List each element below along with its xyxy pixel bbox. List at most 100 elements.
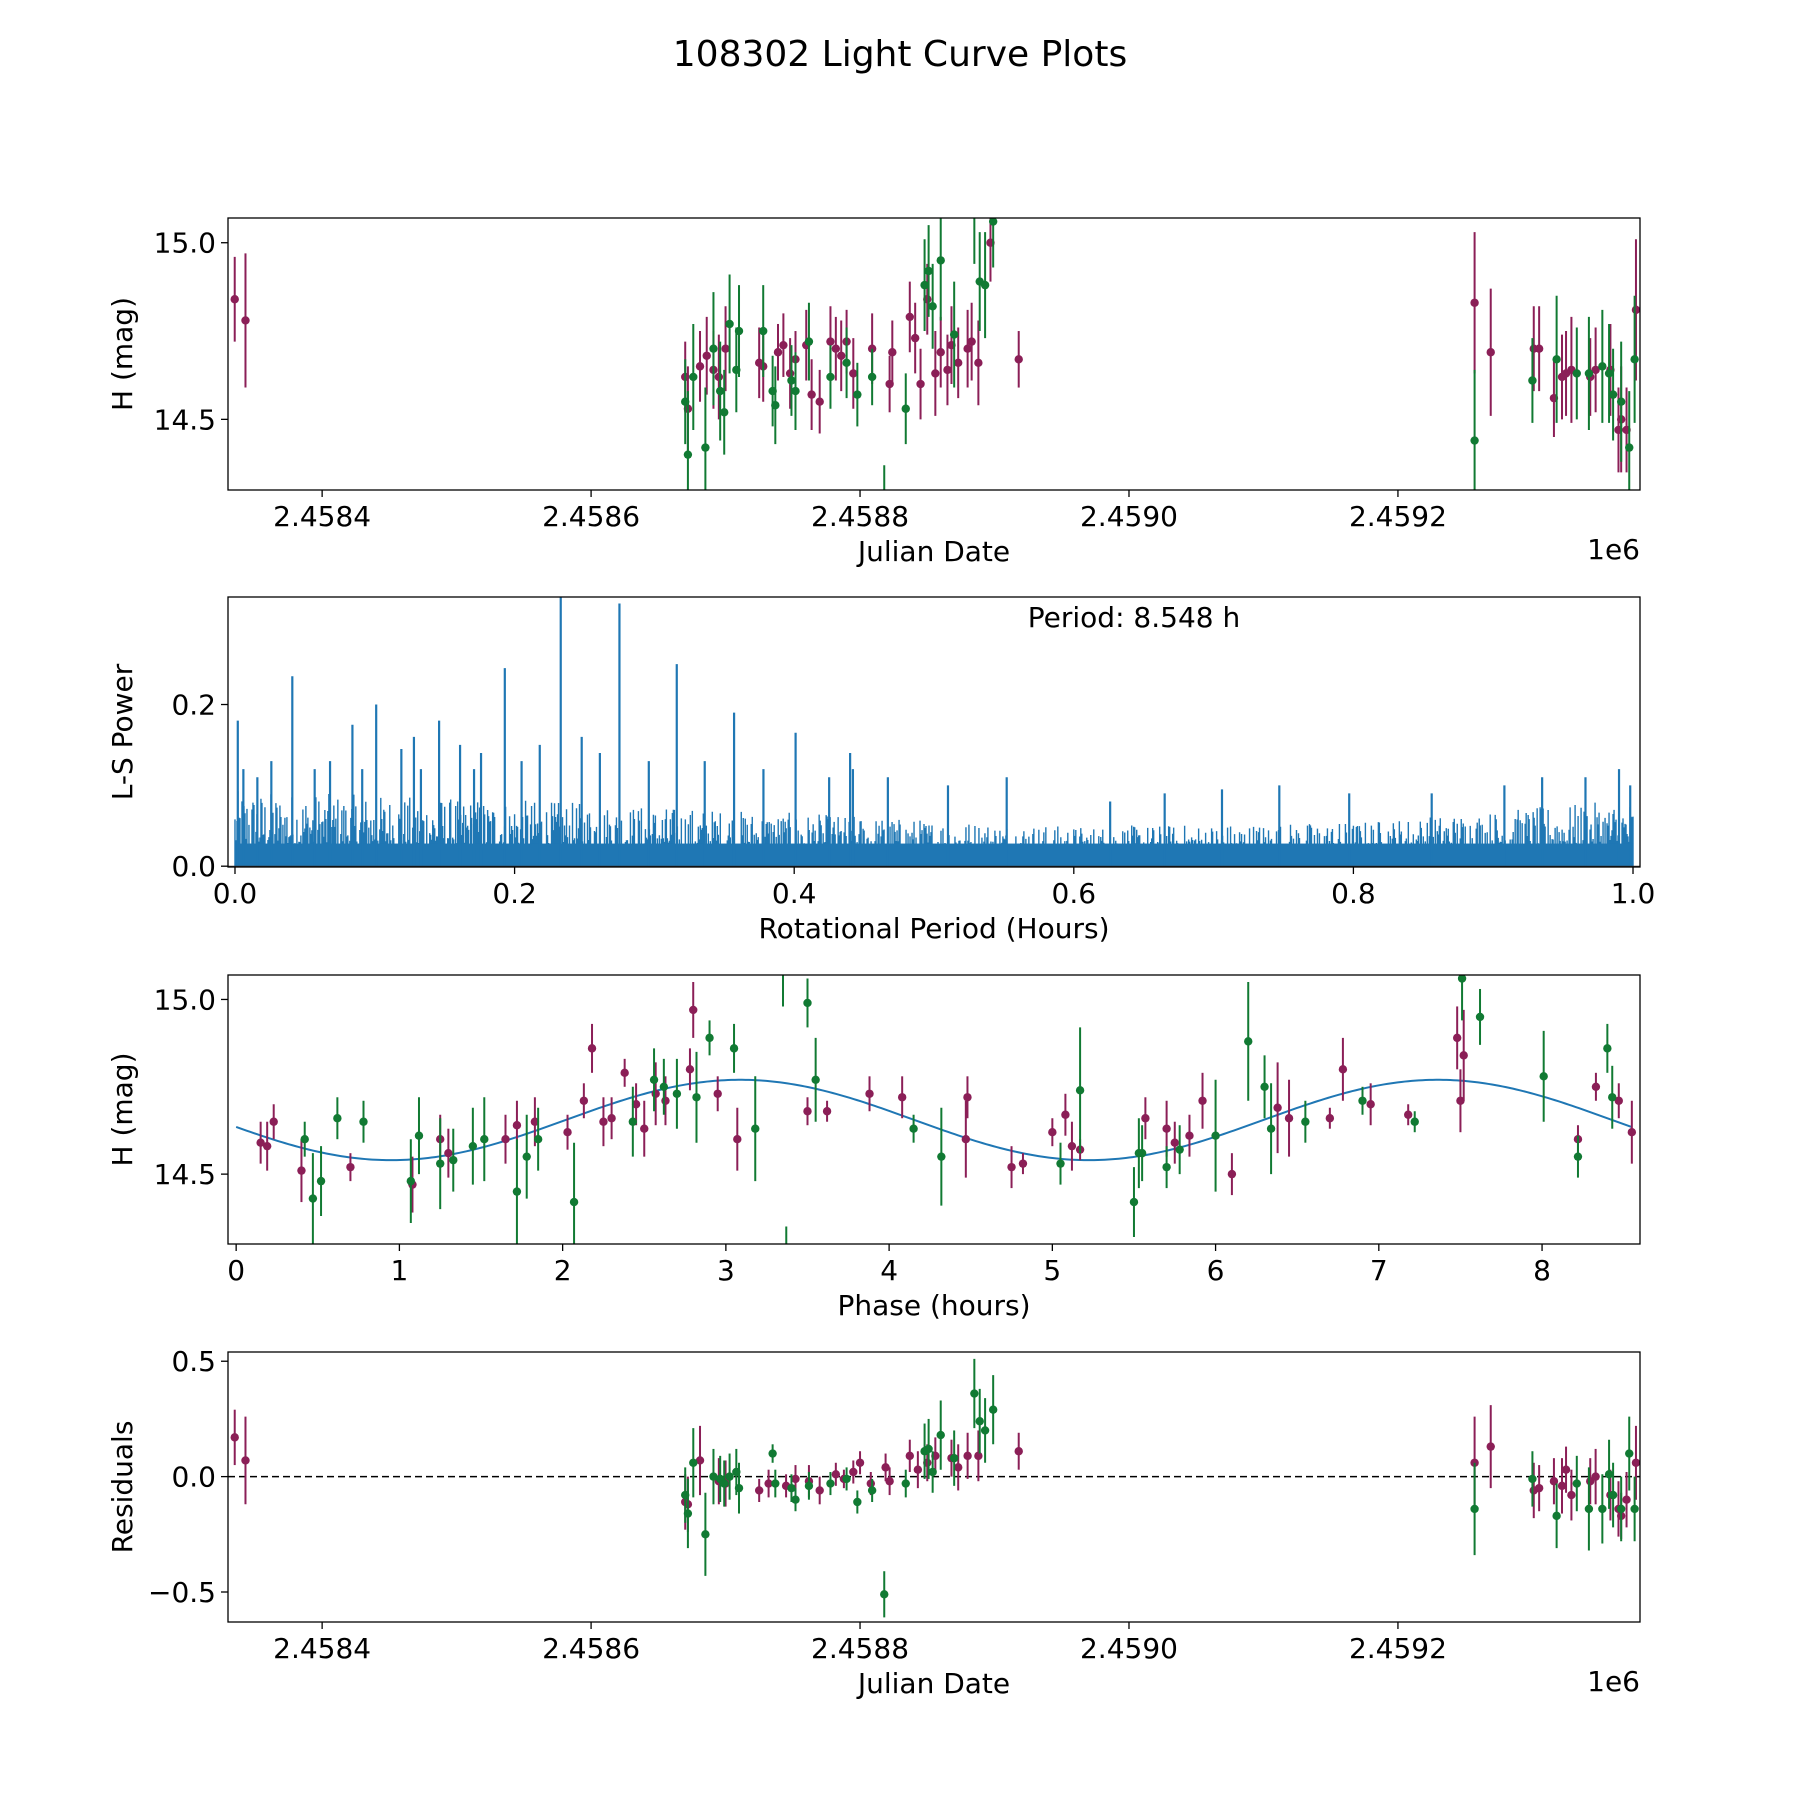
red-data-point xyxy=(297,1166,306,1175)
red-data-point xyxy=(905,312,914,322)
green-data-point xyxy=(853,1497,862,1507)
green-data-point xyxy=(842,358,851,368)
green-data-point xyxy=(1625,1449,1634,1458)
green-data-point xyxy=(659,1082,669,1091)
x-tick-label: 2.4592 xyxy=(1349,1632,1447,1665)
green-data-point xyxy=(1528,376,1537,385)
green-data-point xyxy=(512,1187,522,1196)
green-data-point xyxy=(826,1479,835,1488)
x-axis-label: Julian Date xyxy=(856,535,1010,568)
x-tick-label: 2.4584 xyxy=(273,500,371,533)
model-fit-line xyxy=(235,1078,1632,1162)
y-axis-label: H (mag) xyxy=(106,1052,139,1166)
green-data-point xyxy=(1211,1131,1220,1140)
red-data-point xyxy=(262,1141,272,1151)
green-data-point xyxy=(1470,1504,1479,1514)
green-data-point xyxy=(1656,330,1664,338)
red-data-point xyxy=(779,340,788,350)
green-data-point xyxy=(1625,443,1634,452)
green-data-point xyxy=(720,408,729,417)
red-data-point xyxy=(1567,1490,1576,1500)
green-data-point xyxy=(970,189,978,197)
y-tick-label: 14.5 xyxy=(154,1158,216,1191)
green-data-point xyxy=(725,1472,734,1481)
green-data-point xyxy=(924,266,933,276)
red-data-point xyxy=(897,1093,907,1102)
green-data-point xyxy=(975,1417,984,1426)
x-tick-label: 1 xyxy=(390,1254,408,1287)
red-data-point xyxy=(530,1117,540,1126)
green-data-point xyxy=(522,1152,531,1161)
green-data-point xyxy=(787,1483,796,1493)
green-data-point xyxy=(1552,1511,1561,1521)
red-data-point xyxy=(651,1089,660,1098)
red-data-point xyxy=(230,295,239,304)
green-data-point xyxy=(1604,1470,1614,1479)
green-data-point xyxy=(569,1197,579,1207)
y-tick-label: 15.0 xyxy=(154,227,216,260)
red-data-point xyxy=(241,316,250,325)
green-data-point xyxy=(734,1483,744,1493)
red-data-point xyxy=(963,344,972,353)
green-data-point xyxy=(709,1472,718,1481)
green-data-point xyxy=(449,1155,458,1165)
green-data-point xyxy=(1137,1148,1147,1158)
red-data-point xyxy=(1557,1481,1567,1491)
red-data-point xyxy=(631,1100,641,1109)
red-data-point xyxy=(1284,1114,1294,1123)
green-data-point xyxy=(316,1176,326,1186)
red-data-point xyxy=(1622,1495,1631,1504)
green-data-point xyxy=(867,1486,877,1495)
red-data-point xyxy=(807,390,816,399)
red-data-point xyxy=(764,1479,773,1488)
green-data-point xyxy=(1528,1474,1537,1484)
x-tick-label: 0.8 xyxy=(1331,877,1376,910)
green-data-point xyxy=(406,1176,416,1186)
green-data-point xyxy=(771,401,780,410)
x-axis-label: Rotational Period (Hours) xyxy=(758,912,1109,945)
x-tick-label: 0.0 xyxy=(213,877,258,910)
figure-title: 108302 Light Curve Plots xyxy=(673,34,1127,75)
red-data-point xyxy=(607,1114,616,1123)
x-tick-label: 0.4 xyxy=(772,877,817,910)
red-data-point xyxy=(579,1096,589,1105)
red-data-point xyxy=(1591,365,1600,375)
green-data-point xyxy=(1630,1504,1639,1514)
red-data-point xyxy=(1227,1169,1237,1179)
green-data-point xyxy=(1552,355,1561,364)
green-data-point xyxy=(1665,436,1673,444)
green-data-point xyxy=(751,1124,760,1133)
green-data-point xyxy=(811,1075,820,1085)
green-data-point xyxy=(949,330,959,339)
green-data-point xyxy=(1608,1093,1617,1102)
residuals-panel: 2.4584 2.4586 2.4588 2.4590 2.4592 0.5 0.0 −0.5… xyxy=(106,1345,1657,1700)
red-data-point xyxy=(831,344,841,353)
green-data-point xyxy=(1056,1159,1065,1168)
red-data-point xyxy=(815,397,824,406)
x-tick-label: 8 xyxy=(1533,1254,1551,1287)
green-data-point xyxy=(936,1430,945,1440)
red-data-point xyxy=(1534,1483,1544,1493)
red-data-point xyxy=(1366,1100,1375,1109)
red-data-point xyxy=(689,1005,698,1015)
green-data-point xyxy=(1470,436,1479,445)
green-data-point xyxy=(300,1134,309,1144)
periodogram-group xyxy=(228,597,1640,867)
red-data-point xyxy=(1614,1096,1623,1105)
green-data-point xyxy=(1616,1504,1626,1514)
green-data-point xyxy=(779,950,787,958)
green-data-point xyxy=(1075,1086,1085,1095)
green-data-point xyxy=(1603,1044,1612,1053)
red-data-point xyxy=(269,1117,278,1126)
green-data-point xyxy=(924,1444,933,1454)
x-offset-label: 1e6 xyxy=(1587,1665,1640,1698)
x-tick-label: 2.4586 xyxy=(542,500,640,533)
red-data-point xyxy=(963,1093,972,1102)
red-data-point xyxy=(1649,1484,1657,1492)
red-data-point xyxy=(563,1128,572,1137)
red-data-point xyxy=(1459,1051,1468,1060)
x-tick-label: 7 xyxy=(1370,1254,1388,1287)
red-data-point xyxy=(881,1463,890,1472)
red-data-point xyxy=(1404,1110,1413,1119)
green-data-point xyxy=(683,1509,693,1518)
